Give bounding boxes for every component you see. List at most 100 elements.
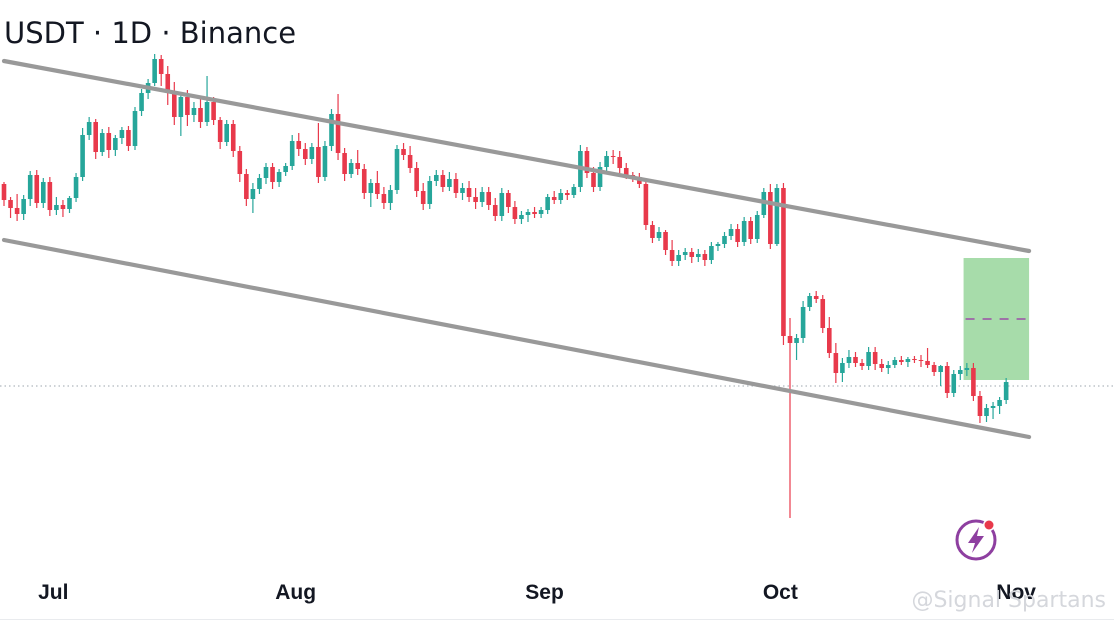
candle — [859, 359, 865, 370]
candle — [885, 361, 891, 374]
candle — [172, 82, 177, 125]
candle-body — [60, 205, 66, 209]
channel-layer — [1, 58, 1032, 440]
candle — [204, 76, 210, 126]
candle — [440, 170, 446, 192]
candle-body — [106, 133, 112, 150]
candle — [958, 366, 963, 380]
candle-body — [230, 124, 236, 151]
candle-body — [86, 122, 92, 135]
candle-body — [93, 122, 98, 152]
bottom-divider — [0, 619, 1114, 620]
x-axis-ticks: Jul Aug Sep Oct Nov — [38, 581, 1036, 604]
candle — [296, 133, 302, 156]
candle — [584, 147, 590, 178]
candle — [532, 207, 537, 218]
candle — [604, 151, 609, 173]
candle-body — [322, 146, 328, 177]
candle-body — [204, 102, 210, 122]
channel-lower-line — [1, 237, 1032, 440]
candle-body — [702, 254, 708, 260]
candle — [545, 194, 550, 214]
candle-body — [479, 192, 485, 202]
candle-body — [27, 175, 33, 199]
candle — [381, 187, 387, 209]
candle — [60, 200, 66, 217]
candle — [8, 197, 13, 218]
candle — [820, 295, 826, 333]
candle-body — [787, 336, 793, 343]
watermark: @Signal Spartans — [911, 588, 1106, 613]
candle — [99, 129, 105, 156]
candle-body — [519, 215, 524, 219]
candle-body — [938, 366, 943, 372]
candle — [709, 242, 714, 264]
candle-body — [597, 167, 603, 187]
candle-body — [276, 172, 282, 182]
candle-body — [440, 175, 446, 187]
candle — [571, 184, 577, 198]
candle-body — [492, 205, 498, 216]
candle-body — [434, 175, 439, 181]
candle-body — [34, 175, 40, 203]
candle — [34, 170, 40, 208]
candle — [420, 183, 426, 210]
candle — [813, 291, 819, 303]
candle-body — [846, 357, 852, 363]
candle — [41, 178, 46, 208]
candle — [375, 171, 380, 199]
chart-title: USDT · 1D · Binance — [4, 16, 297, 50]
candle — [997, 397, 1002, 414]
candle — [158, 55, 164, 86]
candle-body — [617, 157, 622, 168]
candle — [342, 148, 347, 181]
candle — [656, 227, 662, 241]
candle — [853, 352, 858, 367]
candle — [990, 402, 996, 419]
candle-body — [211, 102, 216, 120]
candle-body — [512, 207, 518, 219]
candle — [689, 248, 695, 263]
candle-body — [113, 138, 118, 150]
candle-body — [368, 183, 374, 193]
candle-body — [54, 205, 59, 210]
candle — [512, 201, 518, 224]
x-tick-label: Nov — [996, 581, 1036, 604]
candle-body — [807, 296, 812, 307]
candle — [466, 181, 472, 202]
candle — [768, 184, 773, 249]
candle — [283, 163, 288, 176]
candle-body — [381, 194, 387, 203]
candle — [728, 224, 734, 240]
lightning-bolt-icon — [955, 519, 997, 561]
candle-body — [427, 181, 433, 204]
candle — [303, 143, 308, 165]
candle — [139, 89, 144, 116]
candle-body — [951, 374, 957, 393]
candle-body — [715, 244, 721, 246]
candle — [368, 179, 374, 207]
candle — [270, 163, 275, 189]
candle — [971, 363, 976, 401]
candle — [617, 151, 622, 173]
candle-body — [466, 188, 472, 197]
candle — [519, 211, 524, 224]
candle — [735, 224, 740, 247]
candle-body — [67, 198, 72, 209]
candle-body — [283, 166, 288, 172]
candle-body — [99, 133, 105, 152]
candle — [506, 190, 511, 213]
candle — [224, 120, 229, 146]
candle — [833, 343, 839, 383]
candle-body — [132, 111, 138, 146]
candle-body — [669, 250, 675, 261]
candle — [230, 120, 236, 157]
candle — [47, 177, 53, 216]
candle — [447, 172, 452, 191]
candle — [86, 117, 92, 140]
candle — [696, 249, 701, 262]
x-tick-label: Jul — [38, 581, 68, 604]
candle-body — [853, 357, 858, 363]
candle-body — [899, 360, 904, 362]
